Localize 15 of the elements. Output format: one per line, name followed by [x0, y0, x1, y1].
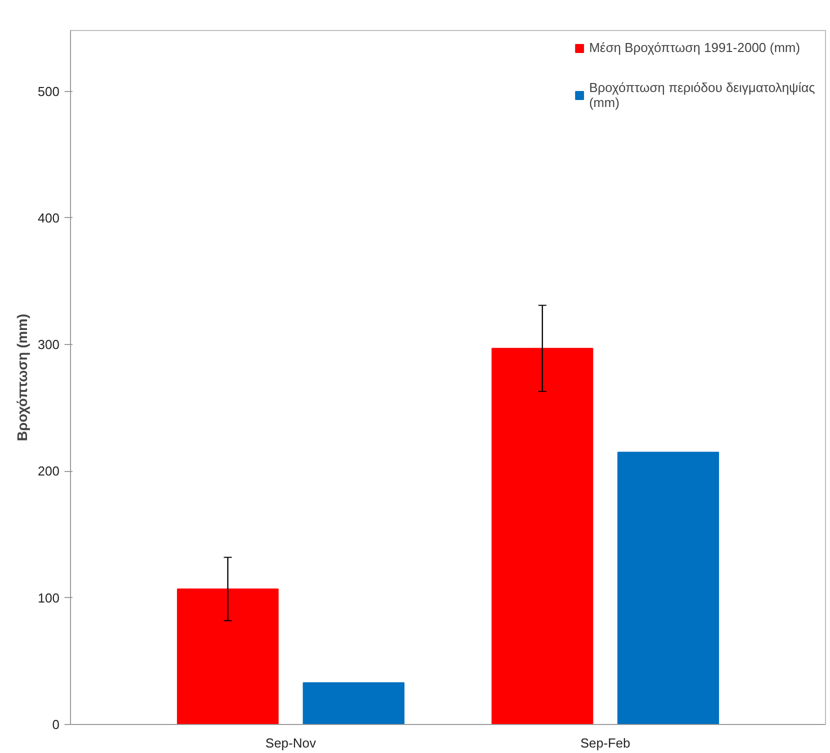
y-tick-label: 0: [52, 717, 60, 732]
x-tick-label: Sep-Nov: [265, 736, 316, 750]
y-tick-label: 200: [38, 464, 60, 479]
legend-label: Βροχόπτωση περιόδου δειγματοληψίας (mm): [589, 80, 815, 110]
bar: [302, 682, 404, 724]
y-tick-label: 400: [38, 210, 60, 226]
y-axis-title: Βροχόπτωση (mm): [14, 314, 30, 442]
y-tick-label: 500: [38, 84, 60, 99]
x-tick-label: Sep-Feb: [580, 736, 630, 750]
bar: [617, 452, 720, 724]
legend-label: Μέση Βροχόπτωση 1991-2000 (mm): [589, 40, 800, 55]
bar: [492, 348, 594, 724]
bar: [176, 588, 279, 724]
y-tick-label: 300: [38, 337, 60, 352]
y-tick-label: 100: [38, 590, 60, 606]
